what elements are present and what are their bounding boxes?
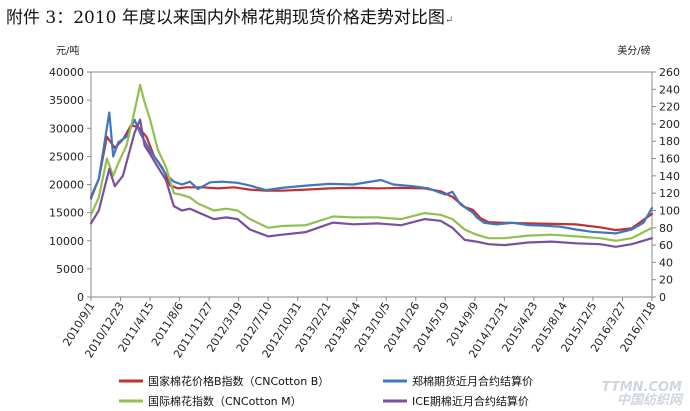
y-left-tick-label: 30000 (49, 122, 84, 135)
watermark: TTMN.COM 中国纺织网 (602, 381, 682, 407)
y-right-tick-label: 260 (659, 66, 680, 79)
series-line-4 (89, 118, 654, 248)
y-left-tick-label: 15000 (49, 207, 84, 220)
y-right-tick-label: 220 (659, 101, 680, 114)
y-right-tick-label: 0 (659, 291, 666, 304)
right-unit-label: 美分/磅 (617, 44, 650, 57)
legend-label-series-4: ICE期棉近月合约结算价 (412, 394, 529, 408)
series-line-3 (89, 83, 654, 242)
y-right-tick-label: 160 (659, 153, 680, 166)
title-text: 附件 3：2010 年度以来国内外棉花期现货价格走势对比图 (6, 8, 445, 28)
watermark-line-1: TTMN.COM (601, 380, 682, 395)
plot-area (90, 71, 653, 298)
legend-label-series-2: 郑棉期货近月合约结算价 (412, 374, 533, 388)
y-left-tick-label: 5000 (56, 263, 84, 276)
legend: 国家棉花价格B指数（CNCotton B） 郑棉期货近月合约结算价 国际棉花指数… (119, 374, 533, 408)
legend-label-series-3: 国际棉花指数（CNCotton M） (148, 394, 302, 408)
return-mark-icon: ↵ (444, 15, 454, 26)
y-right-tick-label: 80 (659, 222, 673, 235)
y-right-tick-label: 60 (659, 239, 673, 252)
x-axis: 2010/9/12010/12/232011/4/152011/8/62011/… (60, 297, 659, 360)
y-left-tick-label: 20000 (49, 179, 84, 192)
y-right-tick-label: 40 (659, 256, 673, 269)
y-right-tick-label: 20 (659, 274, 673, 287)
y-left-tick-label: 0 (77, 291, 84, 304)
series-layer (89, 83, 654, 248)
page-title: 附件 3：2010 年度以来国内外棉花期现货价格走势对比图↵ (6, 3, 453, 28)
y-right-tick-label: 240 (659, 83, 680, 96)
y-right-tick-label: 120 (659, 187, 680, 200)
y-axis-left: 0 5000 10000 15000 20000 25000 30000 35000 40000 (49, 66, 91, 304)
y-left-tick-label: 10000 (49, 235, 84, 248)
y-right-tick-label: 140 (659, 170, 680, 183)
y-right-tick-label: 180 (659, 135, 680, 148)
y-right-tick-label: 200 (659, 118, 680, 131)
y-left-tick-label: 40000 (49, 66, 84, 79)
y-left-tick-label: 25000 (49, 150, 84, 163)
watermark-line-2: 中国纺织网 (616, 393, 682, 408)
y-axis-right: 0 20 40 60 80 100 120 140 160 180 200 220 240 260 (652, 66, 680, 304)
legend-label-series-1: 国家棉花价格B指数（CNCotton B） (148, 374, 329, 388)
y-left-tick-label: 35000 (49, 94, 84, 107)
left-unit-label: 元/吨 (56, 44, 79, 57)
y-right-tick-label: 100 (659, 204, 680, 217)
